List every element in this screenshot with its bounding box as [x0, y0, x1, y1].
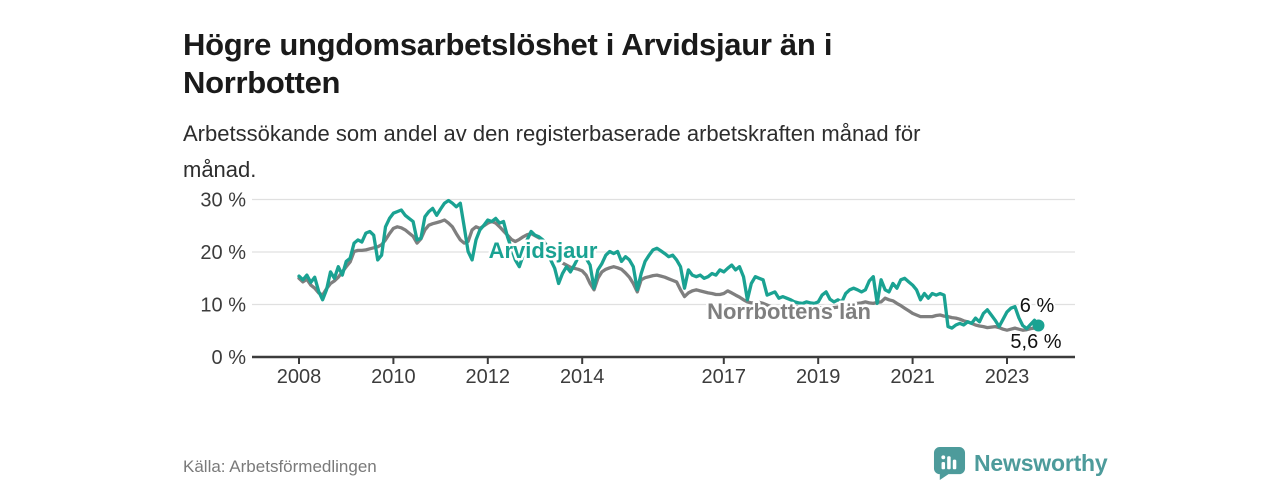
subtitle-line-1: Arbetssökande som andel av den registerb… [183, 121, 921, 146]
series-line-arvidsjaur [297, 198, 1041, 331]
y-axis-label: 0 % [212, 347, 247, 369]
series-label-norrbotten: Norrbottens län [707, 299, 871, 324]
brand-name: Newsworthy [974, 449, 1108, 476]
x-axis-label: 2017 [702, 366, 747, 388]
end-value-label-arvidsjaur: 6 % [1020, 295, 1055, 317]
y-axis-label: 10 % [200, 295, 246, 317]
x-axis-label: 2014 [560, 366, 605, 388]
newsworthy-badge-icon [933, 446, 966, 480]
subtitle-line-2: månad. [183, 157, 257, 182]
source-note: Källa: Arbetsförmedlingen [183, 457, 377, 476]
x-axis-label: 2019 [796, 366, 841, 388]
bar-chart-icon [941, 455, 946, 460]
x-axis-label: 2012 [466, 366, 511, 388]
end-point-dot [1032, 319, 1045, 332]
newsworthy-logo: Newsworthy [933, 446, 1108, 480]
title-line-2: Norrbotten [183, 64, 341, 100]
end-value-label-norrbotten: 5,6 % [1010, 331, 1061, 353]
series-line-norrbotten [297, 218, 1041, 332]
x-axis-label: 2010 [371, 366, 416, 388]
series-label-arvidsjaur: Arvidsjaur [489, 238, 598, 263]
x-axis-label: 2023 [985, 366, 1030, 388]
page-title: Högre ungdomsarbetslöshet i Arvidsjaur ä… [183, 26, 1063, 102]
title-line-1: Högre ungdomsarbetslöshet i Arvidsjaur ä… [183, 26, 833, 62]
y-axis-label: 30 % [200, 190, 246, 212]
x-axis-label: 2008 [277, 366, 322, 388]
chart-subtitle: Arbetssökande som andel av den registerb… [183, 116, 1083, 188]
y-axis-label: 20 % [200, 242, 246, 264]
x-axis-label: 2021 [890, 366, 935, 388]
